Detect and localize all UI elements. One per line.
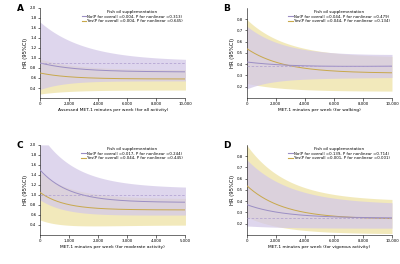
Legend: No(P for overall =0.139, P for nonlinear =0.714), Yes(P for overall =0.001, P fo: No(P for overall =0.139, P for nonlinear… <box>288 147 390 161</box>
X-axis label: Assessed MET-1 minutes per week (for all activity): Assessed MET-1 minutes per week (for all… <box>58 108 168 112</box>
X-axis label: MET-1 minutes per week (for moderate activity): MET-1 minutes per week (for moderate act… <box>60 245 165 249</box>
X-axis label: MET-1 minutes per week (for vigorous activity): MET-1 minutes per week (for vigorous act… <box>268 245 370 249</box>
Text: D: D <box>223 141 231 150</box>
Y-axis label: HR (95%CI): HR (95%CI) <box>230 38 235 68</box>
Legend: No(P for overall =0.044, P for nonlinear =0.479), Yes(P for overall =0.044, P fo: No(P for overall =0.044, P for nonlinear… <box>288 10 390 24</box>
X-axis label: MET-1 minutes per week (for walking): MET-1 minutes per week (for walking) <box>278 108 361 112</box>
Text: C: C <box>17 141 23 150</box>
Y-axis label: HR (95%CI): HR (95%CI) <box>230 175 235 205</box>
Y-axis label: HR (95%CI): HR (95%CI) <box>23 38 28 68</box>
Legend: No(P for overall =0.004, P for nonlinear =0.313), Yes(P for overall =0.004, P fo: No(P for overall =0.004, P for nonlinear… <box>81 10 184 24</box>
Legend: No(P for overall =0.017, P for nonlinear =0.244), Yes(P for overall =0.044, P fo: No(P for overall =0.017, P for nonlinear… <box>81 147 184 161</box>
Y-axis label: HR (95%CI): HR (95%CI) <box>23 175 28 205</box>
Text: B: B <box>223 4 230 13</box>
Text: A: A <box>17 4 24 13</box>
